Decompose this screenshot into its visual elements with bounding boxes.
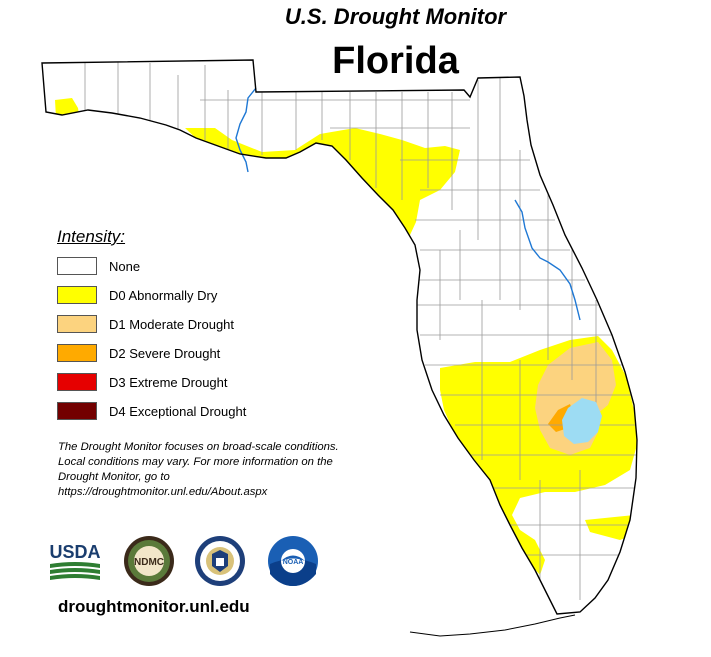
ndmc-logo-graphic: NDMC — [124, 536, 174, 586]
legend-item-d3: D3 Extreme Drought — [57, 372, 228, 392]
footer-url[interactable]: droughtmonitor.unl.edu — [58, 597, 250, 616]
commerce-logo — [193, 534, 247, 588]
legend-item-d4: D4 Exceptional Drought — [57, 401, 246, 421]
county-lines — [84, 60, 637, 600]
legend-label: D1 Moderate Drought — [109, 316, 235, 332]
legend-item-none: None — [57, 256, 140, 276]
legend-item-d0: D0 Abnormally Dry — [57, 285, 217, 305]
water-features — [235, 87, 602, 444]
keys — [409, 614, 576, 637]
legend-item-d2: D2 Severe Drought — [57, 343, 220, 363]
legend-label: D2 Severe Drought — [109, 345, 221, 361]
legend-label: D0 Abnormally Dry — [109, 287, 218, 303]
apalachicola-river — [235, 87, 257, 173]
noaa-logo-graphic: NOAA — [268, 536, 318, 586]
state-name: Florida — [332, 40, 459, 82]
legend-label: None — [109, 258, 141, 274]
state-outline — [41, 59, 638, 615]
legend-label: D3 Extreme Drought — [109, 374, 228, 390]
legend-item-d1: D1 Moderate Drought — [57, 314, 234, 334]
st-johns-river — [514, 199, 581, 321]
usda-logo-text: USDA — [49, 542, 100, 562]
legend-swatch — [57, 315, 97, 333]
lake-okeechobee — [562, 398, 602, 444]
commerce-logo-graphic — [195, 536, 245, 586]
ndmc-logo-text: NDMC — [134, 557, 164, 568]
noaa-logo: NOAA — [266, 534, 320, 588]
legend-label: D4 Exceptional Drought — [109, 403, 247, 419]
legend-swatch — [57, 402, 97, 420]
ndmc-logo: NDMC — [122, 534, 176, 588]
disclaimer-note: The Drought Monitor focuses on broad-sca… — [58, 441, 339, 498]
usda-logo: USDA — [48, 534, 102, 588]
page-title: U.S. Drought Monitor — [284, 4, 507, 29]
legend-swatch — [57, 373, 97, 391]
legend-swatch — [57, 286, 97, 304]
legend-heading: Intensity: — [57, 227, 126, 246]
legend-swatch — [57, 257, 97, 275]
noaa-logo-text: NOAA — [283, 559, 304, 566]
usda-logo-graphic: USDA — [49, 542, 101, 580]
florida-keys — [409, 614, 576, 637]
legend-swatch — [57, 344, 97, 362]
